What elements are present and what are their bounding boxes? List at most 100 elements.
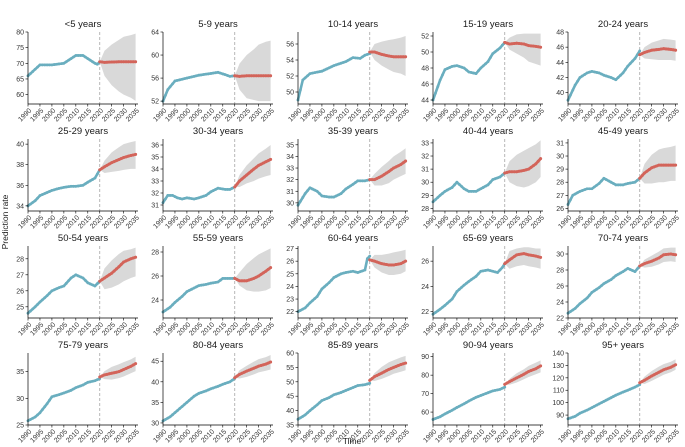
historical-point xyxy=(496,271,499,274)
y-tick-label: 46 xyxy=(556,45,564,52)
forecast-point xyxy=(235,374,239,378)
y-tick-label: 28 xyxy=(556,268,564,275)
historical-point xyxy=(498,175,502,179)
forecast-point xyxy=(531,254,535,258)
forecast-point xyxy=(373,375,377,379)
historical-point xyxy=(609,278,613,281)
historical-point xyxy=(356,271,360,274)
forecast-point xyxy=(522,168,526,172)
forecast-point xyxy=(659,47,663,51)
historical-point xyxy=(602,73,606,77)
historical-point xyxy=(223,73,227,77)
historical-point xyxy=(173,195,177,199)
historical-point xyxy=(361,179,364,183)
historical-point xyxy=(230,378,234,382)
historical-point xyxy=(568,310,572,313)
historical-point xyxy=(351,56,355,59)
forecast-point xyxy=(126,258,130,262)
panel-40-44-years: 40-44 years28293031323319901995200020052… xyxy=(421,126,546,230)
x-tick-label: 2035 xyxy=(665,321,681,337)
forecast-point xyxy=(259,74,263,78)
y-tick-label: 30 xyxy=(151,420,159,427)
forecast-point xyxy=(671,163,675,167)
historical-series-line xyxy=(296,178,372,207)
historical-point xyxy=(218,278,222,282)
panel-10-14-years: 10-14 years50525456199019952000200520102… xyxy=(286,19,411,123)
historical-point xyxy=(628,181,632,185)
historical-point xyxy=(327,281,331,285)
forecast-point xyxy=(669,163,673,167)
forecast-point xyxy=(257,274,261,278)
panel-20-24-years: 20-24 years40424446481990199520002005201… xyxy=(556,19,681,123)
y-tick-label: 22 xyxy=(286,309,294,316)
forecast-point xyxy=(368,178,372,182)
forecast-point xyxy=(247,171,251,175)
forecast-point xyxy=(100,374,104,378)
y-tick-label: 52 xyxy=(286,74,294,81)
historical-point xyxy=(443,303,447,307)
historical-point xyxy=(228,277,232,280)
forecast-point xyxy=(650,166,654,170)
forecast-point xyxy=(640,380,644,384)
historical-point xyxy=(325,397,329,400)
historical-point xyxy=(40,408,44,412)
forecast-point xyxy=(647,49,651,53)
historical-point xyxy=(346,185,350,189)
forecast-point xyxy=(512,255,516,259)
historical-point xyxy=(310,71,314,75)
historical-point xyxy=(197,391,201,395)
panel-85-89-years: 85-89 years35404550556019901995200020052… xyxy=(286,340,411,444)
historical-point xyxy=(631,386,634,390)
historical-point xyxy=(40,63,44,67)
forecast-point xyxy=(517,375,521,379)
historical-point xyxy=(585,187,589,191)
historical-point xyxy=(588,70,591,74)
historical-point xyxy=(578,302,582,305)
historical-point xyxy=(455,64,459,67)
forecast-point xyxy=(100,166,104,170)
y-tick-label: 52 xyxy=(421,34,429,41)
historical-point xyxy=(592,404,596,408)
forecast-point xyxy=(664,253,668,257)
historical-point xyxy=(455,290,459,293)
forecast-point xyxy=(235,278,239,282)
forecast-point xyxy=(240,279,244,283)
historical-point xyxy=(585,408,589,412)
forecast-point xyxy=(401,260,405,264)
historical-point xyxy=(450,408,454,412)
historical-point xyxy=(503,385,507,389)
historical-point xyxy=(479,394,483,397)
historical-point xyxy=(600,72,603,76)
forecast-point xyxy=(114,370,118,374)
historical-point xyxy=(498,387,502,391)
historical-point xyxy=(602,282,606,285)
historical-point xyxy=(48,398,51,402)
forecast-point xyxy=(119,60,123,64)
forecast-point xyxy=(640,174,644,178)
panel-50-54-years: 50-54 years25262728199019952000200520102… xyxy=(16,233,141,337)
panel-title: 45-49 years xyxy=(598,126,648,137)
forecast-point xyxy=(394,364,398,368)
historical-point xyxy=(600,284,603,287)
historical-point xyxy=(583,409,587,413)
historical-point xyxy=(322,194,326,198)
forecast-point xyxy=(389,366,393,370)
historical-point xyxy=(590,291,594,294)
historical-point xyxy=(363,383,367,387)
y-tick-label: 34 xyxy=(286,154,294,161)
forecast-point xyxy=(671,364,675,368)
historical-point xyxy=(332,276,336,279)
historical-point xyxy=(585,71,589,75)
historical-point xyxy=(453,183,456,187)
historical-point xyxy=(33,67,37,71)
historical-point xyxy=(223,188,227,191)
historical-point xyxy=(91,283,94,287)
forecast-point xyxy=(657,256,661,260)
forecast-point xyxy=(669,365,673,369)
historical-point xyxy=(69,388,73,392)
forecast-point xyxy=(539,45,543,49)
historical-point xyxy=(211,71,215,75)
historical-point xyxy=(351,269,355,273)
forecast-point xyxy=(404,55,408,59)
forecast-point xyxy=(238,179,242,183)
